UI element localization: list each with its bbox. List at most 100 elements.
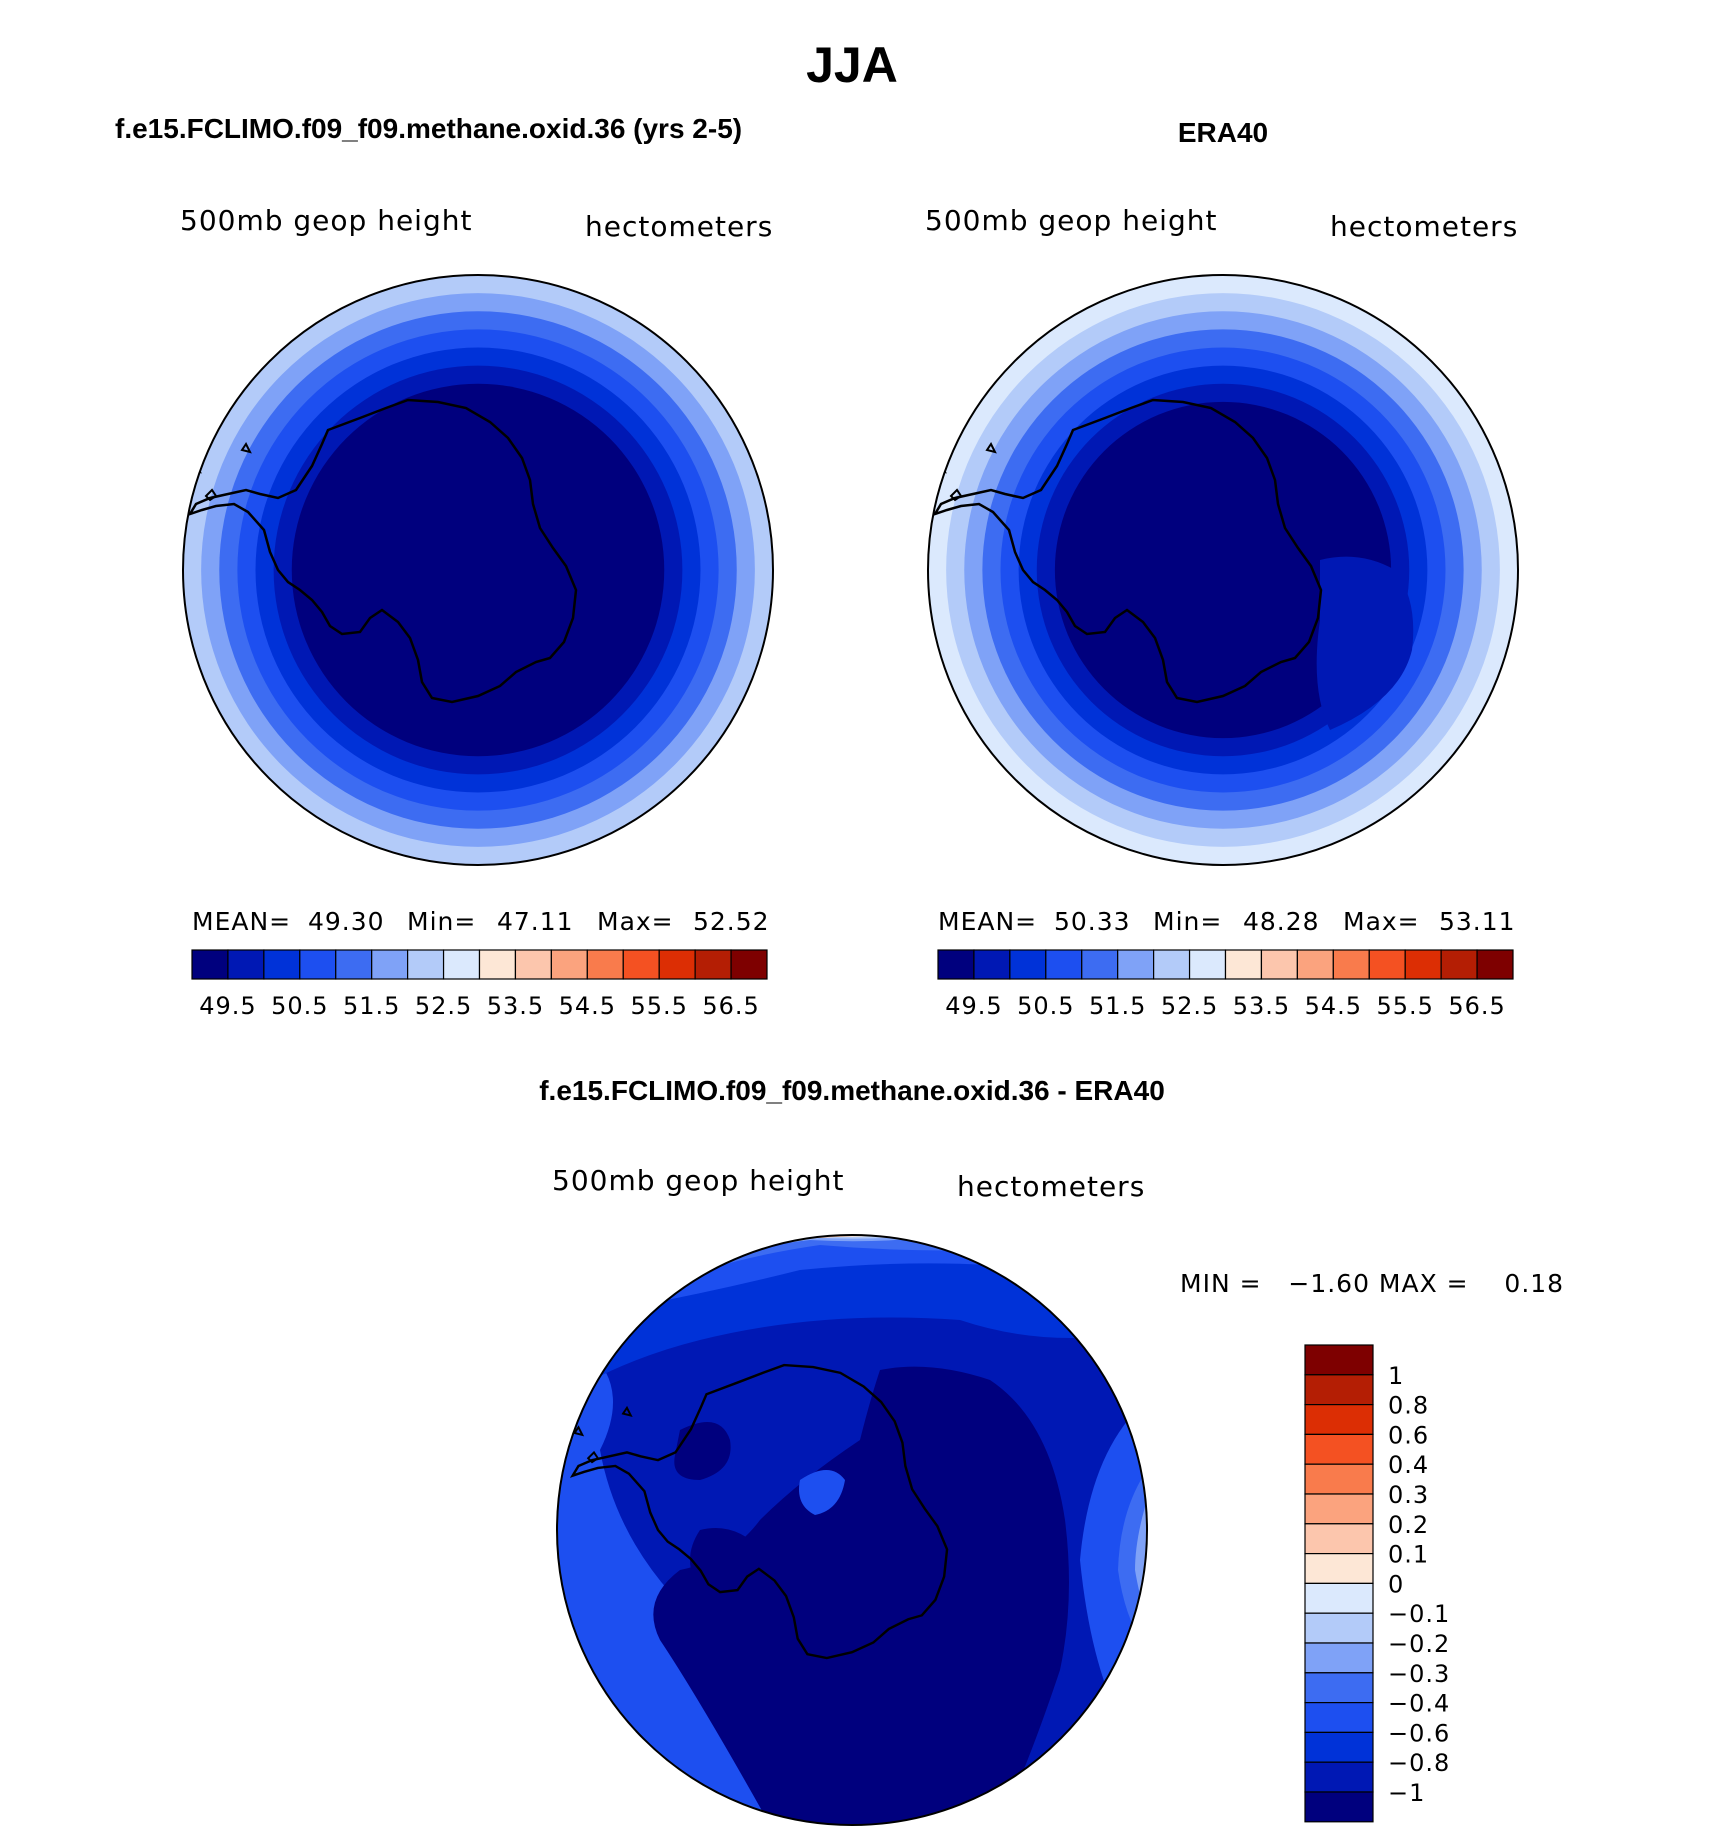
diff-colorbar-tick-label: 0 bbox=[1388, 1570, 1404, 1598]
model-colorbar-box-14 bbox=[694, 949, 732, 980]
diff-minus1-west-region bbox=[674, 1422, 770, 1592]
model-units-label: hectometers bbox=[585, 210, 773, 243]
model-contour-bands bbox=[183, 275, 773, 865]
obs-colorbar-box-14 bbox=[1440, 949, 1478, 980]
diff-minus1-region bbox=[653, 1366, 1069, 1825]
model-colorbar-box-10 bbox=[550, 949, 588, 980]
obs-colorbar-box-13 bbox=[1404, 949, 1442, 980]
obs-mean-label: MEAN= bbox=[938, 907, 1037, 936]
diff-colorbar-box-15 bbox=[1304, 1791, 1374, 1823]
obs-colorbar-tick-label: 54.5 bbox=[1305, 992, 1362, 1020]
model-colorbar-box-9 bbox=[514, 949, 552, 980]
model-colorbar-tick-label: 56.5 bbox=[702, 992, 759, 1020]
diff-colorbar-box-6 bbox=[1304, 1523, 1374, 1555]
diff-colorbar-box-2 bbox=[1304, 1403, 1374, 1435]
obs-max-value: 53.11 bbox=[1439, 907, 1516, 936]
diff-colorbar-tick-label: −0.1 bbox=[1388, 1600, 1450, 1628]
obs-colorbar-box-4 bbox=[1081, 949, 1119, 980]
model-stats: MEAN= 49.30 Min= 47.11 Max= 52.52 bbox=[192, 907, 770, 936]
model-colorbar-tick-label: 49.5 bbox=[199, 992, 256, 1020]
main-title: JJA bbox=[806, 37, 898, 93]
obs-colorbar-box-7 bbox=[1188, 949, 1227, 980]
obs-map-outline bbox=[927, 274, 1519, 866]
obs-colorbar-box-12 bbox=[1368, 949, 1406, 980]
diff-colorbar-tick-label: 0.3 bbox=[1388, 1481, 1429, 1509]
diff-colorbar-tick-label: −0.6 bbox=[1388, 1719, 1450, 1747]
diff-colorbar-tick-label: −0.3 bbox=[1388, 1660, 1450, 1688]
diff-colorbar-box-11 bbox=[1304, 1672, 1374, 1704]
obs-low-region bbox=[1316, 556, 1414, 730]
diff-map bbox=[557, 1235, 1147, 1825]
diff-colorbar: 10.80.60.40.30.20.10−0.1−0.2−0.3−0.4−0.6… bbox=[1304, 1344, 1450, 1823]
diff-map-outline bbox=[556, 1234, 1148, 1826]
obs-colorbar-tick-label: 53.5 bbox=[1233, 992, 1290, 1020]
diff-colorbar-box-14 bbox=[1304, 1761, 1374, 1793]
obs-max-label: Max= bbox=[1343, 907, 1420, 936]
obs-colorbar-box-6 bbox=[1153, 949, 1191, 980]
model-max-value: 52.52 bbox=[693, 907, 770, 936]
model-colorbar-box-7 bbox=[442, 949, 481, 980]
diff-colorbar-box-8 bbox=[1304, 1582, 1374, 1614]
diff-colorbar-box-9 bbox=[1304, 1612, 1374, 1644]
model-colorbar-box-6 bbox=[407, 949, 445, 980]
model-colorbar-box-12 bbox=[622, 949, 660, 980]
obs-colorbar-box-10 bbox=[1296, 949, 1334, 980]
diff-colorbar-tick-label: −1 bbox=[1388, 1779, 1425, 1807]
diff-field-label: 500mb geop height bbox=[552, 1164, 844, 1197]
diff-minus06-central-blob bbox=[799, 1470, 845, 1515]
obs-colorbar-tick-label: 52.5 bbox=[1161, 992, 1218, 1020]
diff-colorbar-tick-label: −0.4 bbox=[1388, 1690, 1450, 1718]
diff-colorbar-tick-label: 1 bbox=[1388, 1362, 1404, 1390]
model-colorbar-tick-label: 52.5 bbox=[415, 992, 472, 1020]
model-map-outline bbox=[182, 274, 774, 866]
obs-colorbar-box-15 bbox=[1476, 949, 1514, 980]
obs-colorbar-box-8 bbox=[1224, 949, 1263, 980]
model-colorbar-box-15 bbox=[730, 949, 768, 980]
diff-colorbar-tick-label: 0.8 bbox=[1388, 1392, 1429, 1420]
diff-colorbar-box-3 bbox=[1304, 1433, 1374, 1465]
diff-colorbar-box-1 bbox=[1304, 1374, 1374, 1406]
model-mean-value: 49.30 bbox=[308, 907, 385, 936]
obs-colorbar-box-11 bbox=[1332, 949, 1370, 980]
obs-min-value: 48.28 bbox=[1243, 907, 1320, 936]
model-min-label: Min= bbox=[407, 907, 476, 936]
model-colorbar-box-4 bbox=[335, 949, 373, 980]
diff-panel-title: f.e15.FCLIMO.f09_f09.methane.oxid.36 - E… bbox=[539, 1075, 1165, 1106]
diff-colorbar-box-13 bbox=[1304, 1731, 1374, 1763]
model-colorbar-tick-label: 53.5 bbox=[487, 992, 544, 1020]
obs-colorbar-tick-label: 49.5 bbox=[945, 992, 1002, 1020]
model-colorbar-tick-label: 51.5 bbox=[343, 992, 400, 1020]
model-map bbox=[183, 275, 773, 865]
model-min-value: 47.11 bbox=[497, 907, 574, 936]
obs-contour-bands bbox=[928, 275, 1518, 865]
diff-colorbar-box-12 bbox=[1304, 1701, 1374, 1733]
diff-colorbar-tick-label: 0.2 bbox=[1388, 1511, 1429, 1539]
model-colorbar-tick-label: 50.5 bbox=[271, 992, 328, 1020]
obs-colorbar-box-3 bbox=[1045, 949, 1083, 980]
obs-colorbar-tick-label: 51.5 bbox=[1089, 992, 1146, 1020]
obs-colorbar-box-2 bbox=[1009, 949, 1047, 980]
obs-map bbox=[928, 275, 1518, 865]
model-colorbar-box-3 bbox=[299, 949, 337, 980]
diff-minmax-text: MIN = −1.60 MAX = 0.18 bbox=[1180, 1269, 1564, 1298]
obs-mean-value: 50.33 bbox=[1054, 907, 1131, 936]
obs-colorbar-tick-label: 55.5 bbox=[1376, 992, 1433, 1020]
model-colorbar-box-0 bbox=[191, 949, 229, 980]
model-colorbar-box-13 bbox=[658, 949, 696, 980]
obs-colorbar-tick-label: 50.5 bbox=[1017, 992, 1074, 1020]
obs-field-label: 500mb geop height bbox=[925, 204, 1217, 237]
obs-colorbar-tick-label: 56.5 bbox=[1448, 992, 1505, 1020]
obs-colorbar-box-9 bbox=[1260, 949, 1298, 980]
obs-colorbar-box-1 bbox=[973, 949, 1011, 980]
obs-units-label: hectometers bbox=[1330, 210, 1518, 243]
diff-colorbar-tick-label: −0.8 bbox=[1388, 1749, 1450, 1777]
obs-colorbar-box-0 bbox=[937, 949, 975, 980]
diff-colorbar-tick-label: 0.1 bbox=[1388, 1541, 1429, 1569]
diff-colorbar-tick-label: 0.6 bbox=[1388, 1421, 1429, 1449]
model-colorbar-box-11 bbox=[586, 949, 624, 980]
diff-colorbar-box-4 bbox=[1304, 1463, 1374, 1495]
model-field-label: 500mb geop height bbox=[180, 204, 472, 237]
obs-colorbar-box-5 bbox=[1117, 949, 1155, 980]
model-colorbar-tick-label: 54.5 bbox=[559, 992, 616, 1020]
